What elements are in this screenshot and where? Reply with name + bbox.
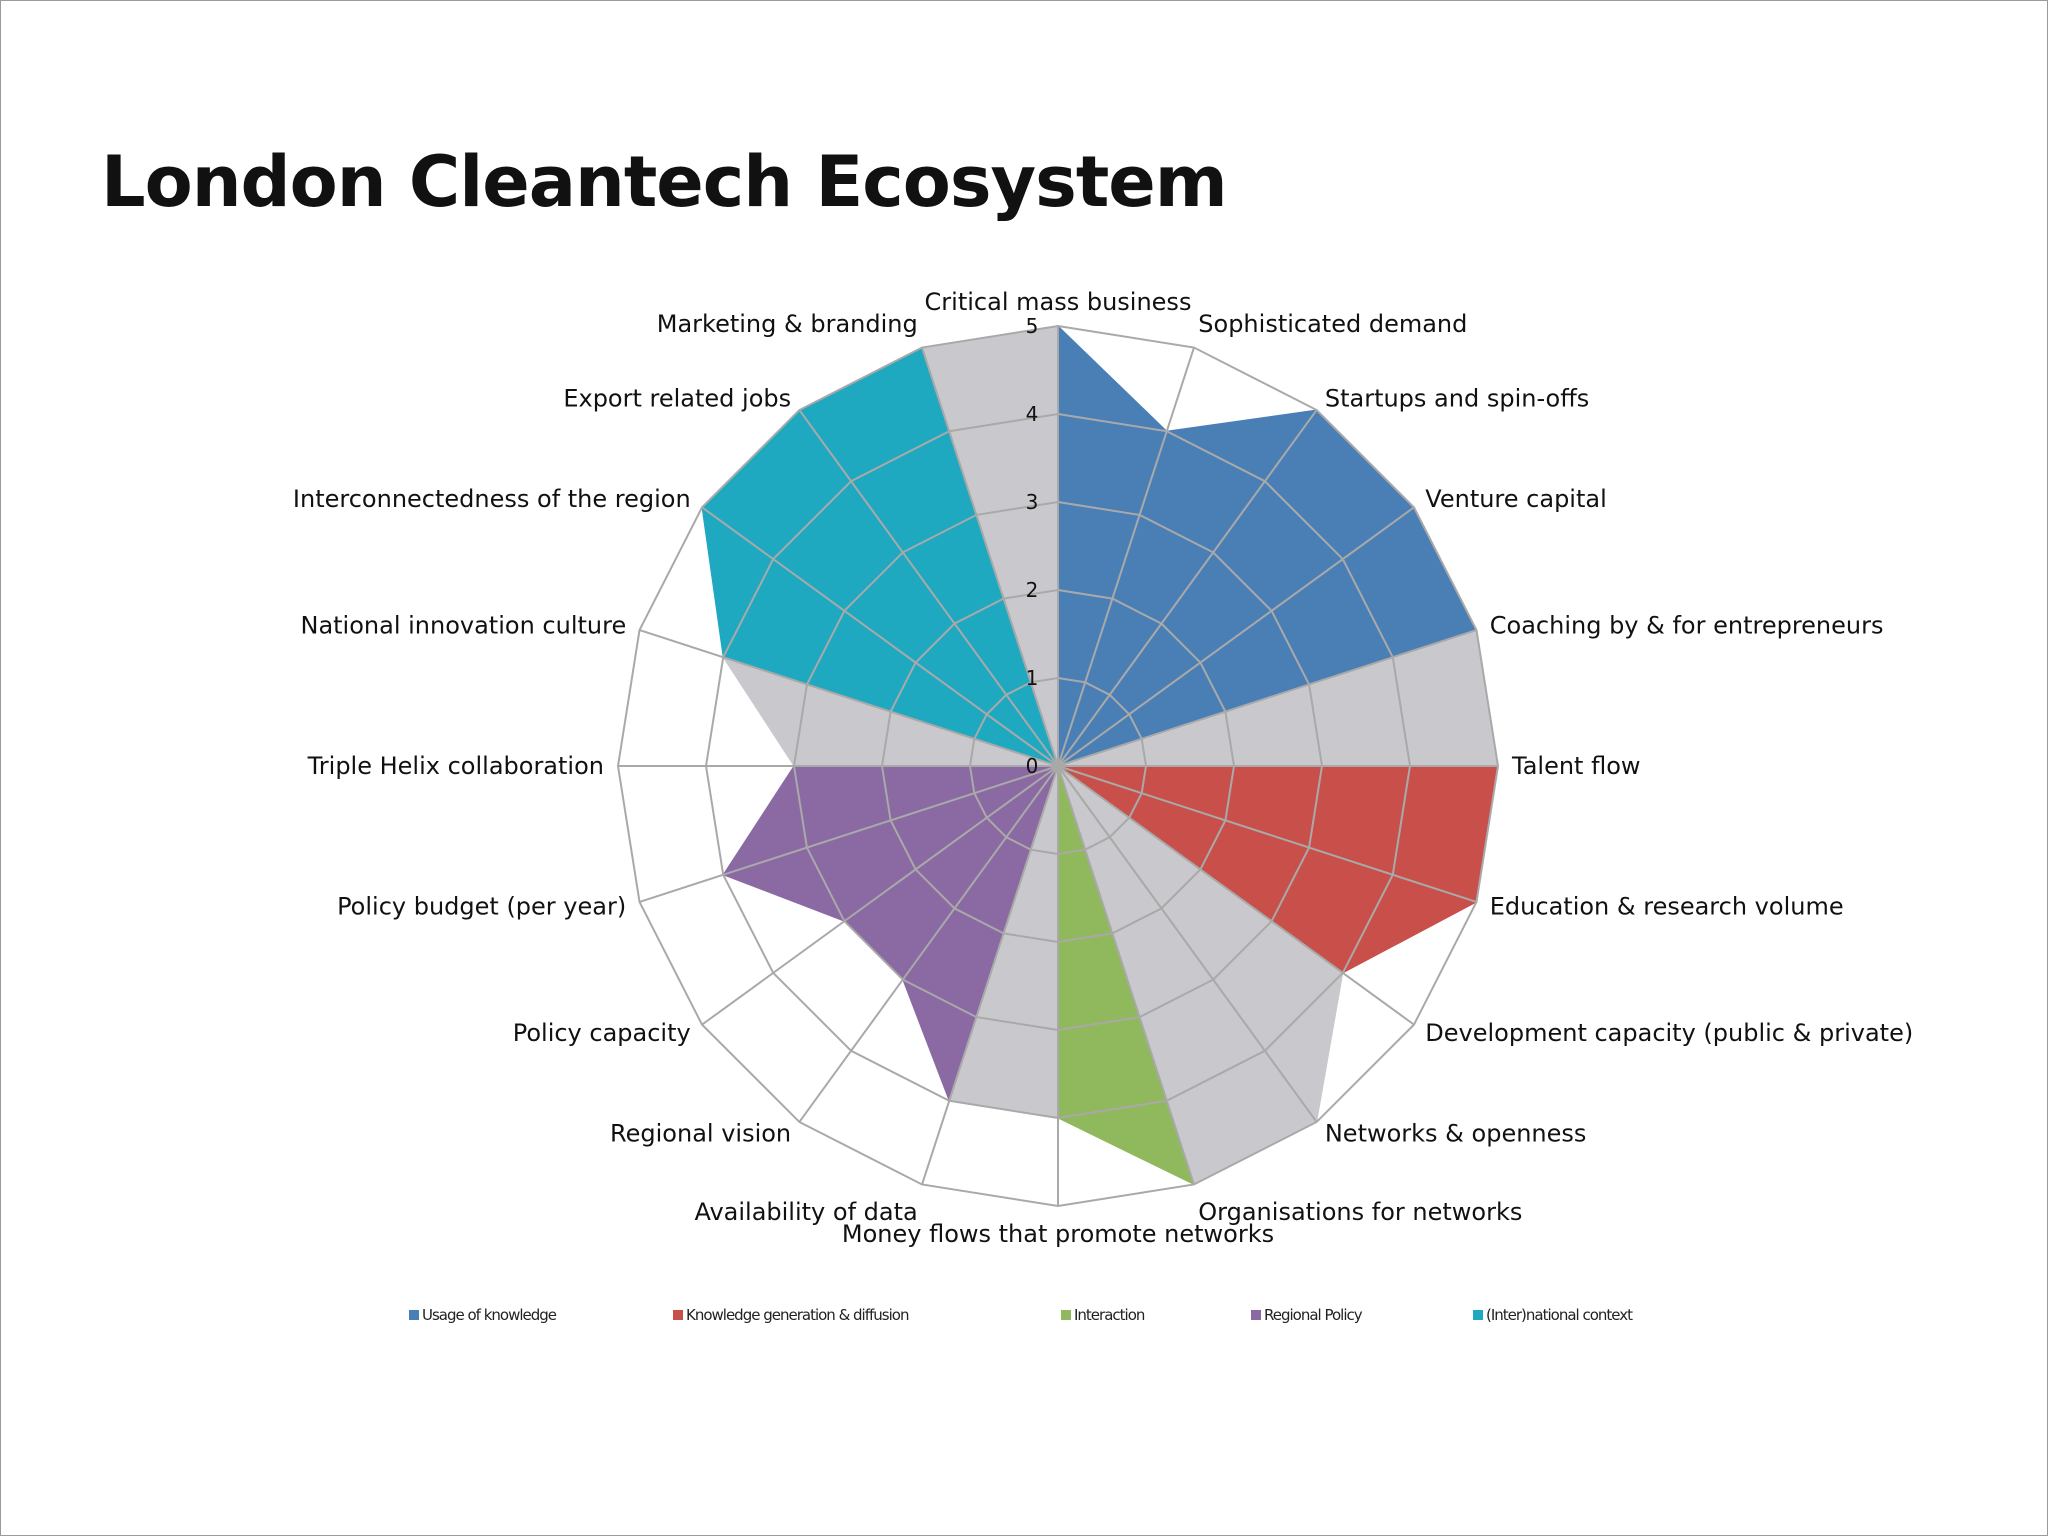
- axis-line-17: [701, 506, 1059, 767]
- category-label-critical-mass-business: Critical mass business: [925, 288, 1192, 316]
- axis-line-6: [1057, 765, 1477, 903]
- legend-item-regional-policy: Regional Policy: [1251, 1306, 1363, 1324]
- category-label-policy-budget-per-year: Policy budget (per year): [337, 892, 626, 920]
- category-label-startups-and-spin-offs: Startups and spin-offs: [1325, 385, 1589, 413]
- category-label-national-innovation-culture: National innovation culture: [300, 612, 626, 640]
- legend-item-usage-of-knowledge: Usage of knowledge: [409, 1306, 557, 1324]
- legend-swatch: [1061, 1310, 1071, 1320]
- legend-item-knowledge-generation-diffusion: Knowledge generation & diffusion: [673, 1306, 909, 1324]
- legend-swatch: [1251, 1310, 1261, 1320]
- legend-item-interaction: Interaction: [1061, 1306, 1145, 1324]
- axis-line-14: [639, 765, 1059, 903]
- axis-line-19: [921, 347, 1059, 767]
- category-label-export-related-jobs: Export related jobs: [563, 385, 791, 413]
- category-label-money-flows-that-promote-networks: Money flows that promote networks: [842, 1220, 1274, 1248]
- category-label-education-research-volume: Education & research volume: [1490, 892, 1844, 920]
- category-label-triple-helix-collaboration: Triple Helix collaboration: [307, 752, 604, 780]
- slide-title: London Cleantech Ecosystem: [101, 141, 1228, 223]
- category-label-development-capacity-public-private: Development capacity (public & private): [1425, 1019, 1913, 1047]
- axis-line-4: [1057, 629, 1477, 767]
- category-label-venture-capital: Venture capital: [1425, 485, 1606, 513]
- axis-line-11: [921, 765, 1059, 1185]
- category-label-marketing-branding: Marketing & branding: [657, 310, 918, 338]
- tick-label-4: 4: [1026, 402, 1039, 426]
- category-label-networks-openness: Networks & openness: [1325, 1119, 1587, 1147]
- chart-fills: [701, 324, 1499, 1186]
- chart-legend: Usage of knowledge Knowledge generation &…: [381, 1306, 1681, 1336]
- legend-swatch: [673, 1310, 683, 1320]
- category-label-coaching-by-for-entrepreneurs: Coaching by & for entrepreneurs: [1490, 612, 1884, 640]
- chart-axes: [618, 326, 1498, 1206]
- tick-label-0: 0: [1026, 754, 1039, 778]
- category-label-regional-vision: Regional vision: [610, 1119, 791, 1147]
- tick-label-5: 5: [1026, 314, 1039, 338]
- legend-label: Interaction: [1074, 1306, 1145, 1324]
- category-label-policy-capacity: Policy capacity: [513, 1019, 691, 1047]
- tick-label-2: 2: [1026, 578, 1039, 602]
- legend-item-inter-national-context: (Inter)national context: [1473, 1306, 1633, 1324]
- legend-label: (Inter)national context: [1486, 1306, 1633, 1324]
- axis-line-13: [701, 765, 1059, 1026]
- category-label-availability-of-data: Availability of data: [694, 1198, 917, 1226]
- category-label-organisations-for-networks: Organisations for networks: [1198, 1198, 1522, 1226]
- axis-line-18: [798, 409, 1059, 767]
- axis-line-16: [639, 629, 1059, 767]
- axis-line-3: [1057, 506, 1415, 767]
- tick-label-3: 3: [1026, 490, 1039, 514]
- category-label-talent-flow: Talent flow: [1511, 752, 1641, 780]
- axis-line-8: [1057, 765, 1318, 1123]
- legend-label: Knowledge generation & diffusion: [686, 1306, 909, 1324]
- axis-line-12: [798, 765, 1059, 1123]
- axis-line-7: [1057, 765, 1415, 1026]
- axis-line-1: [1057, 347, 1195, 767]
- axis-line-2: [1057, 409, 1318, 767]
- axis-line-9: [1057, 765, 1195, 1185]
- legend-label: Regional Policy: [1264, 1306, 1363, 1324]
- legend-swatch: [1473, 1310, 1483, 1320]
- chart-ticks: 0 1 2 3 4 5: [1026, 314, 1039, 778]
- category-label-interconnectedness-of-the-region: Interconnectedness of the region: [293, 485, 691, 513]
- legend-swatch: [409, 1310, 419, 1320]
- category-label-sophisticated-demand: Sophisticated demand: [1198, 310, 1467, 338]
- tick-label-1: 1: [1026, 666, 1039, 690]
- legend-label: Usage of knowledge: [422, 1306, 557, 1324]
